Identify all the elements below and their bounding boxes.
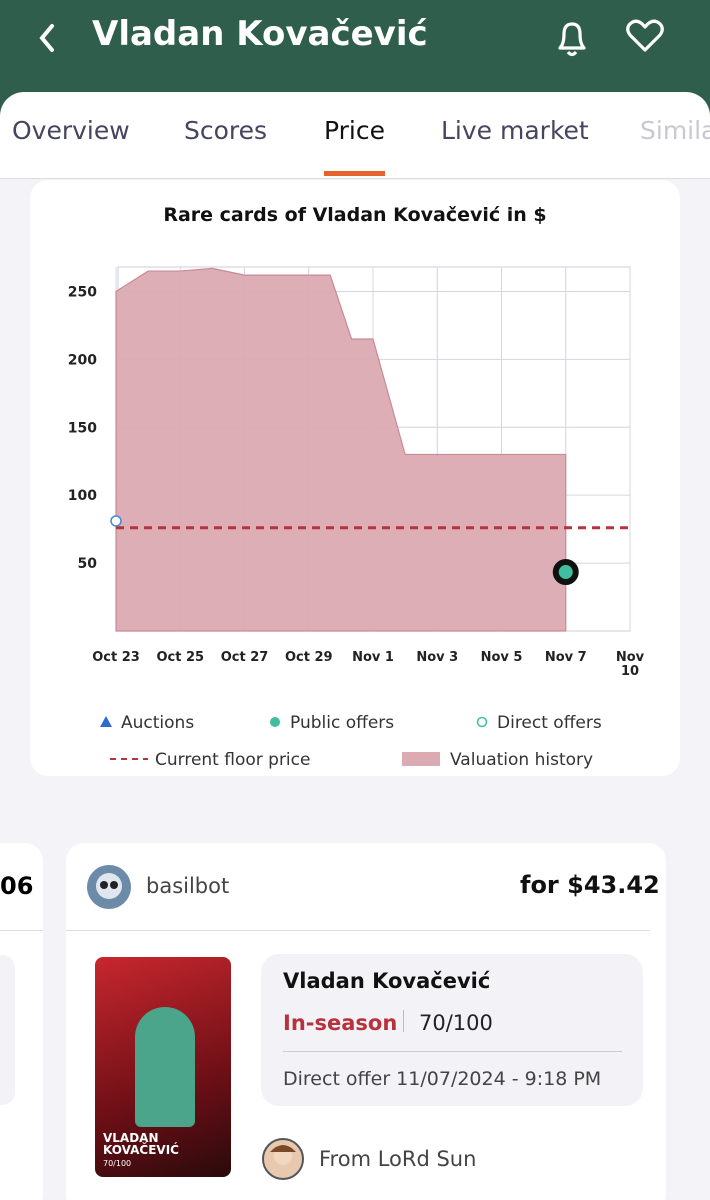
divider bbox=[66, 930, 650, 931]
separator bbox=[403, 1010, 404, 1032]
seller-avatar bbox=[87, 865, 131, 909]
legend-marker bbox=[402, 752, 440, 766]
player-figure bbox=[135, 1007, 195, 1127]
offer-info bbox=[261, 954, 643, 1106]
divider bbox=[0, 930, 43, 931]
previous-info bbox=[0, 955, 15, 1105]
back-button[interactable] bbox=[30, 18, 66, 58]
legend-label: Current floor price bbox=[155, 750, 310, 770]
y-tick-label: 250 bbox=[68, 284, 97, 300]
card-name-1: VLADAN bbox=[103, 1131, 159, 1145]
x-tick-label: Oct 23 bbox=[92, 650, 140, 665]
valuation-area bbox=[115, 267, 567, 632]
x-tick-label: Nov 7 bbox=[544, 650, 587, 665]
legend-label: Auctions bbox=[121, 713, 194, 733]
x-tick-label: Nov 5 bbox=[480, 650, 523, 665]
offer-detail: Direct offer 11/07/2024 - 9:18 PM bbox=[283, 1068, 602, 1090]
tab[interactable]: Scores bbox=[184, 116, 268, 145]
y-tick-label: 100 bbox=[68, 488, 97, 504]
tab-bar bbox=[0, 92, 710, 179]
y-tick-label: 50 bbox=[78, 556, 98, 572]
seller-name: basilbot bbox=[146, 874, 230, 898]
player-card-image: VLADAN KOVAČEVIĆ 70/100 bbox=[95, 957, 231, 1177]
heart-icon[interactable] bbox=[622, 16, 668, 56]
offer-price: for $43.42 bbox=[520, 871, 660, 899]
previous-price: 06 bbox=[0, 872, 34, 900]
player-name: Vladan Kovačević bbox=[283, 969, 491, 993]
tab[interactable]: Price bbox=[324, 116, 385, 145]
buyer-name: From LoRd Sun bbox=[319, 1147, 477, 1171]
legend-label: Valuation history bbox=[450, 750, 593, 770]
legend-label: Direct offers bbox=[497, 713, 602, 733]
y-tick-label: 200 bbox=[68, 352, 97, 368]
legend-marker bbox=[270, 717, 280, 727]
x-tick-label: Oct 27 bbox=[220, 650, 269, 665]
card-name-2: KOVAČEVIĆ bbox=[103, 1143, 179, 1157]
x-tick-label: Oct 25 bbox=[156, 650, 205, 665]
x-tick-label: Nov 1 bbox=[352, 650, 394, 665]
header-title: Vladan Kovačević bbox=[92, 14, 428, 54]
tab[interactable]: Overview bbox=[12, 116, 130, 145]
direct-offer-point bbox=[110, 515, 122, 527]
chart-title: Rare cards of Vladan Kovačević in $ bbox=[163, 204, 546, 226]
season: In-season bbox=[283, 1011, 398, 1035]
legend-label: Public offers bbox=[290, 713, 394, 733]
serial: 70/100 bbox=[419, 1011, 493, 1035]
chart: Rare cards of Vladan Kovačević in $ 50 100… bbox=[68, 204, 631, 770]
y-tick-label: 150 bbox=[68, 420, 97, 436]
buyer-avatar bbox=[262, 1138, 304, 1180]
card-name: VLADAN KOVAČEVIĆ bbox=[103, 1132, 179, 1156]
tab[interactable]: Simila bbox=[640, 116, 710, 145]
tab[interactable]: Live market bbox=[441, 116, 589, 145]
tab-indicator bbox=[324, 171, 385, 176]
public-offer-point bbox=[552, 559, 579, 586]
divider bbox=[283, 1051, 622, 1052]
card-serial: 70/100 bbox=[103, 1159, 132, 1168]
legend-marker bbox=[100, 716, 112, 727]
x-tick-label: Nov 10 bbox=[615, 650, 645, 679]
bell-icon[interactable] bbox=[552, 16, 592, 60]
x-tick-label: Oct 29 bbox=[284, 650, 333, 665]
x-tick-label: Nov 3 bbox=[416, 650, 459, 665]
legend-marker bbox=[476, 716, 488, 728]
